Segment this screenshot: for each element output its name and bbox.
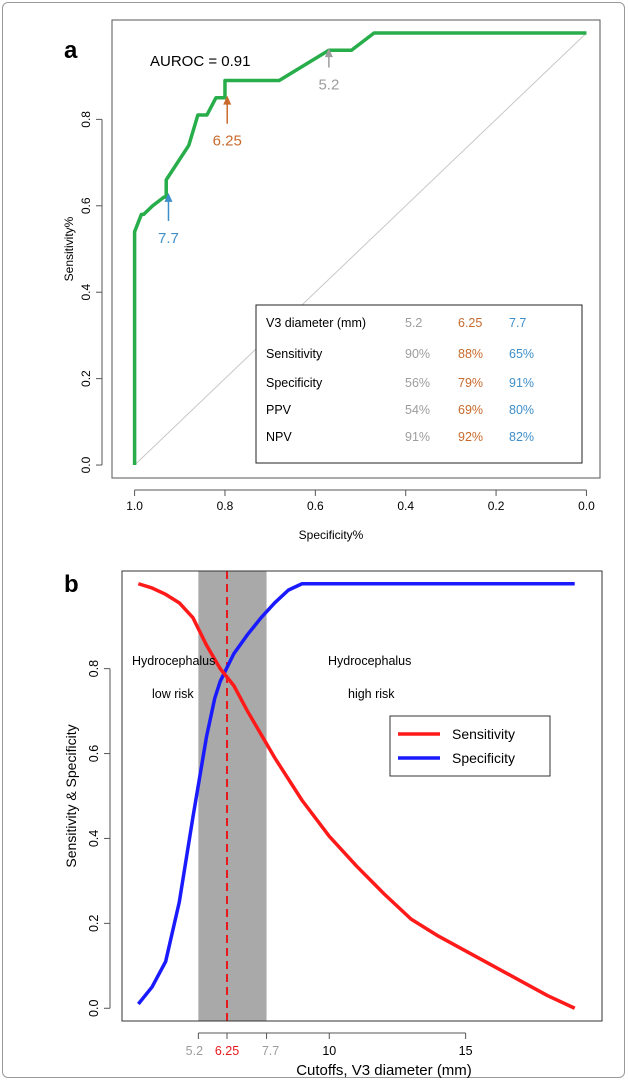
high-risk-label-line1: Hydrocephalus [328,654,411,668]
panel-a-y-axis: 0.0 0.2 0.4 0.6 0.8 [79,111,103,473]
y-tick-label: 0.8 [87,660,101,677]
table-row-label: PPV [266,403,292,417]
table-row-label: Sensitivity [266,347,323,361]
table-cell: 54% [405,403,430,417]
x-tick-label: 10 [322,1044,336,1058]
legend-box [389,715,551,777]
panel-a-x-axis-label: Specificity% [299,528,364,542]
table-cell: 90% [405,347,430,361]
low-risk-label-line1: Hydrocephalus [132,654,215,668]
table-cell: 88% [458,347,483,361]
table-row-label: Specificity [266,376,323,390]
table-cell: 56% [405,376,430,390]
chance-diagonal-line [134,32,587,466]
y-tick-label: 0.6 [87,745,101,762]
high-risk-label-line2: high risk [348,687,395,701]
panel-a-plot-area [111,19,601,479]
table-col-6-25: 6.25 [458,316,482,330]
cutoff-arrow-label: 5.2 [318,77,339,94]
metrics-table-box [255,304,583,464]
x-tick-label: 0.4 [397,499,414,513]
table-cell: 79% [458,376,483,390]
panel-a: a AUROC = 0.91 5.26.257.7 1.0 0.8 0.6 0.4 0.… [62,19,601,542]
table-cell: 82% [509,430,534,444]
cutoff-tick-label: 6.25 [215,1044,239,1058]
cutoff-arrow-head [223,95,232,105]
x-tick-label: 0.2 [488,499,505,513]
legend-specificity-label: Specificity [452,750,515,766]
panel-a-label: a [64,37,78,64]
y-tick-label: 0.4 [79,284,93,301]
legend-sensitivity-label: Sensitivity [452,726,515,742]
table-cell: 69% [458,403,483,417]
auroc-annotation: AUROC = 0.91 [150,53,250,70]
table-cell: 65% [509,347,534,361]
panel-a-x-axis: 1.0 0.8 0.6 0.4 0.2 0.0 [126,489,595,513]
y-tick-label: 0.0 [79,456,93,473]
x-tick-label: 0.6 [307,499,324,513]
panel-b-y-axis-label: Sensitivity & Specificity [63,724,79,867]
table-cell: 92% [458,430,483,444]
cutoff-tick-label: 5.2 [186,1044,203,1058]
metrics-table: V3 diameter (mm) 5.2 6.25 7.7 Sensitivit… [266,316,534,444]
sensitivity-curve [137,582,576,1010]
panel-b-y-axis: 0.0 0.2 0.4 0.6 0.8 [87,660,111,1017]
panel-b-plot-area [121,570,603,1022]
x-tick-label: 1.0 [126,499,143,513]
y-tick-label: 0.2 [79,370,93,387]
cutoff-shaded-band [198,571,267,1021]
table-row-label: NPV [266,430,292,444]
table-cell: 91% [509,376,534,390]
panel-a-y-axis-label: Sensitivity% [62,216,76,281]
table-header-label: V3 diameter (mm) [266,316,366,330]
x-tick-label: 0.8 [217,499,234,513]
cutoff-arrow-label: 6.25 [213,133,242,150]
table-col-7-7: 7.7 [509,316,526,330]
table-cell: 80% [509,403,534,417]
y-tick-label: 0.0 [87,1000,101,1017]
region-labels: Hydrocephalus low risk Hydrocephalus hig… [132,654,411,701]
panel-b-x-axis-label: Cutoffs, V3 diameter (mm) [296,1062,472,1079]
y-tick-label: 0.8 [79,111,93,128]
table-cell: 91% [405,430,430,444]
x-tick-label: 15 [459,1044,473,1058]
cutoff-arrows: 5.2 6.25 7.7 [158,48,339,247]
panel-b: b Hydrocephalus low risk Hydrocephalus h… [63,570,603,1079]
panel-b-label: b [64,571,79,598]
table-col-5-2: 5.2 [405,316,422,330]
panel-b-x-axis: 5.2 6.25 7.7 10 15 [186,1032,473,1058]
y-tick-label: 0.2 [87,915,101,932]
specificity-curve [136,581,575,1006]
x-tick-label: 0.0 [578,499,595,513]
y-tick-label: 0.4 [87,830,101,847]
y-tick-label: 0.6 [79,197,93,214]
cutoff-arrow-label: 7.7 [158,230,179,247]
cutoff-tick-label: 7.7 [262,1044,279,1058]
cutoff-arrow-head [324,48,333,58]
cutoff-arrow-head [164,192,173,202]
low-risk-label-line2: low risk [152,687,194,701]
legend: Sensitivity Specificity [389,715,551,777]
